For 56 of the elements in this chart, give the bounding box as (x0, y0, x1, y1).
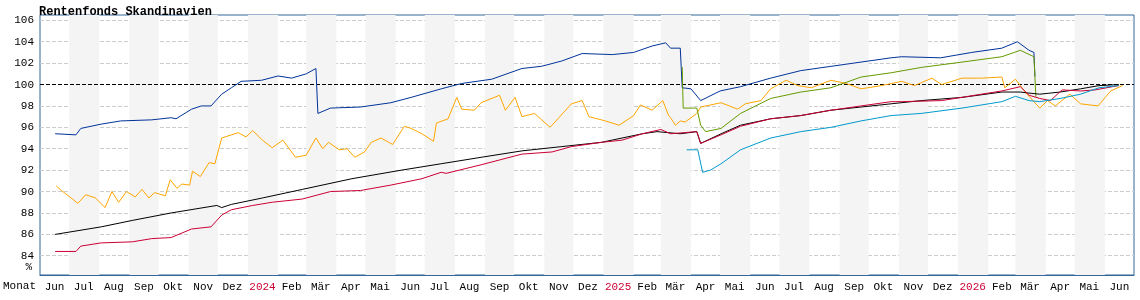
x-tick-label: Mär (310, 280, 331, 293)
x-tick-label: Mai (724, 280, 745, 293)
x-tick-label: Sep (489, 280, 510, 293)
x-tick-label: Feb (637, 280, 658, 293)
line-series (56, 76, 1123, 209)
y-tick-label: 104 (14, 35, 35, 48)
x-tick-label: Apr (1050, 280, 1071, 293)
x-tick-label: Jun (400, 280, 421, 293)
x-tick-label: Jul (429, 280, 450, 293)
x-tick-label: Mai (1079, 280, 1100, 293)
line-series (681, 49, 1037, 133)
y-tick-label: 94 (20, 142, 35, 155)
chart-title: Rentenfonds Skandinavien (39, 5, 212, 19)
x-axis-title: Monat (2, 279, 37, 292)
x-tick-label: Dez (578, 280, 598, 293)
x-tick-label: Mär (665, 280, 686, 293)
x-tick-label: Dez (222, 280, 243, 293)
x-tick-label: Okt (163, 280, 184, 293)
y-tick-label: 92 (20, 164, 35, 177)
x-tick-label: Aug (103, 280, 124, 293)
x-tick-label: Apr (695, 280, 716, 293)
x-tick-label: Sep (134, 280, 154, 293)
x-tick-label: Sep (844, 280, 865, 293)
x-tick-label: Aug (814, 280, 834, 293)
x-tick-label: Nov (193, 280, 214, 293)
x-tick-label: Jul (73, 280, 94, 293)
y-tick-label: 90 (20, 185, 35, 198)
y-tick-label: 84 (20, 249, 35, 262)
x-tick-label: Jul (784, 280, 804, 293)
x-tick-label: Nov (903, 280, 924, 293)
x-tick-label: 2024 (249, 280, 277, 293)
x-tick-label: Jun (1109, 280, 1130, 293)
y-axis-title: % (25, 260, 33, 273)
x-tick-label: Mär (1020, 280, 1040, 293)
y-tick-label: 98 (20, 99, 35, 112)
x-tick-label: Jun (754, 280, 775, 293)
x-tick-label: Nov (548, 280, 570, 293)
y-tick-label: 106 (14, 14, 35, 27)
x-tick-label: Aug (459, 280, 480, 293)
x-tick-label: Jun (44, 280, 65, 293)
x-tick-label: Feb (281, 280, 302, 293)
x-tick-label: 2025 (604, 280, 632, 293)
x-tick-label: Apr (341, 280, 361, 293)
y-tick-label: 102 (14, 57, 35, 70)
line-series (55, 41, 1036, 136)
x-tick-label: Mai (370, 280, 391, 293)
y-tick-label: 88 (20, 206, 35, 219)
y-tick-label: 100 (14, 78, 35, 91)
x-tick-label: Okt (518, 280, 539, 293)
y-tick-label: 96 (20, 121, 35, 134)
x-tick-label: Dez (932, 280, 953, 293)
line-series (686, 85, 1119, 173)
x-tick-label: 2026 (959, 280, 986, 293)
x-tick-label: Feb (991, 280, 1012, 293)
y-tick-label: 86 (20, 228, 35, 241)
x-tick-label: Okt (873, 280, 894, 293)
